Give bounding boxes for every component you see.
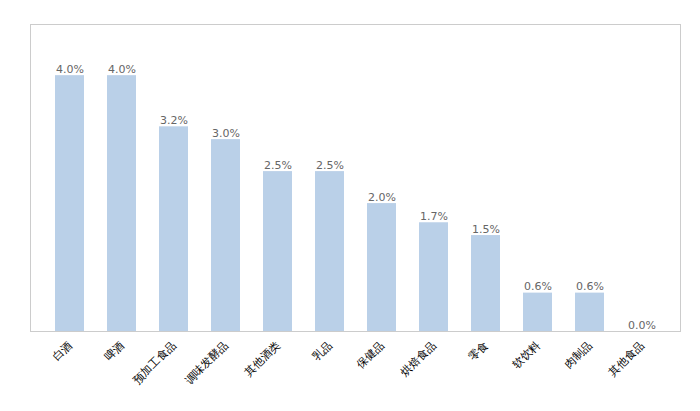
svg-text:肉制品: 肉制品 <box>562 339 595 372</box>
svg-text:1.5%: 1.5% <box>472 223 500 236</box>
svg-text:烘焙食品: 烘焙食品 <box>398 339 438 379</box>
svg-text:其他酒类: 其他酒类 <box>242 339 282 379</box>
svg-text:0.6%: 0.6% <box>524 280 552 293</box>
svg-text:软饮料: 软饮料 <box>510 339 543 372</box>
svg-text:乳品: 乳品 <box>310 339 335 364</box>
svg-text:零食: 零食 <box>466 339 491 364</box>
svg-text:4.0%: 4.0% <box>108 63 136 76</box>
svg-text:0.6%: 0.6% <box>576 280 604 293</box>
svg-text:其他食品: 其他食品 <box>606 339 646 379</box>
svg-text:调味发酵品: 调味发酵品 <box>183 339 231 387</box>
svg-text:保健品: 保健品 <box>354 339 387 372</box>
svg-text:2.0%: 2.0% <box>368 191 396 204</box>
svg-text:2.5%: 2.5% <box>316 159 344 172</box>
svg-text:2.5%: 2.5% <box>264 159 292 172</box>
svg-text:预加工食品: 预加工食品 <box>131 339 179 387</box>
svg-text:3.0%: 3.0% <box>212 127 240 140</box>
svg-text:白酒: 白酒 <box>50 339 75 364</box>
svg-text:3.2%: 3.2% <box>160 114 188 127</box>
svg-text:4.0%: 4.0% <box>56 63 84 76</box>
svg-text:啤酒: 啤酒 <box>102 339 127 364</box>
svg-text:1.7%: 1.7% <box>420 210 448 223</box>
svg-text:0.0%: 0.0% <box>628 319 656 332</box>
